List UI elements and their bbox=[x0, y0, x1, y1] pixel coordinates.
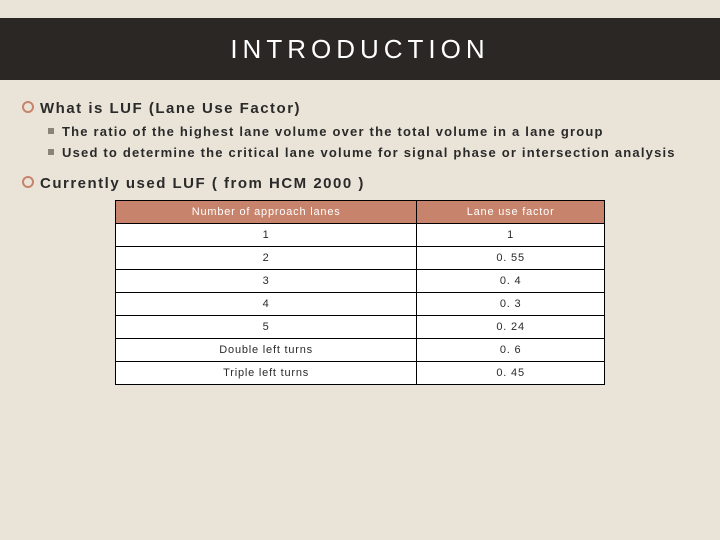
square-icon bbox=[48, 128, 54, 134]
table-row: 4 0. 3 bbox=[116, 292, 605, 315]
circle-icon bbox=[22, 101, 34, 113]
bullet-1-text: Currently used LUF ( from HCM 2000 ) bbox=[40, 175, 365, 192]
table-cell: 0. 55 bbox=[417, 246, 605, 269]
table-row: Triple left turns 0. 45 bbox=[116, 361, 605, 384]
table-row: 2 0. 55 bbox=[116, 246, 605, 269]
sub-bullet-text: The ratio of the highest lane volume ove… bbox=[62, 124, 604, 139]
circle-icon bbox=[22, 176, 34, 188]
slide-title: INTRODUCTION bbox=[230, 34, 489, 65]
table-cell: 1 bbox=[116, 223, 417, 246]
table-row: 1 1 bbox=[116, 223, 605, 246]
table-cell: 0. 3 bbox=[417, 292, 605, 315]
table-header-cell: Lane use factor bbox=[417, 200, 605, 223]
table-header-row: Number of approach lanes Lane use factor bbox=[116, 200, 605, 223]
title-band: INTRODUCTION bbox=[0, 18, 720, 80]
square-icon bbox=[48, 149, 54, 155]
table-row: Double left turns 0. 6 bbox=[116, 338, 605, 361]
table-cell: 0. 45 bbox=[417, 361, 605, 384]
bullet-0-children: The ratio of the highest lane volume ove… bbox=[48, 123, 698, 163]
sub-bullet: The ratio of the highest lane volume ove… bbox=[48, 123, 698, 142]
table-cell: 1 bbox=[417, 223, 605, 246]
bullet-1: Currently used LUF ( from HCM 2000 ) bbox=[22, 175, 698, 192]
table-cell: 0. 24 bbox=[417, 315, 605, 338]
table-cell: Triple left turns bbox=[116, 361, 417, 384]
table-cell: 0. 4 bbox=[417, 269, 605, 292]
slide-content: What is LUF (Lane Use Factor) The ratio … bbox=[22, 100, 698, 385]
table-cell: Double left turns bbox=[116, 338, 417, 361]
table-cell: 5 bbox=[116, 315, 417, 338]
table-cell: 3 bbox=[116, 269, 417, 292]
sub-bullet: Used to determine the critical lane volu… bbox=[48, 144, 698, 163]
table-cell: 0. 6 bbox=[417, 338, 605, 361]
table-cell: 2 bbox=[116, 246, 417, 269]
bullet-0-text: What is LUF (Lane Use Factor) bbox=[40, 100, 301, 117]
table-cell: 4 bbox=[116, 292, 417, 315]
table-header-cell: Number of approach lanes bbox=[116, 200, 417, 223]
bullet-0: What is LUF (Lane Use Factor) bbox=[22, 100, 698, 117]
table-row: 5 0. 24 bbox=[116, 315, 605, 338]
sub-bullet-text: Used to determine the critical lane volu… bbox=[62, 145, 676, 160]
table-row: 3 0. 4 bbox=[116, 269, 605, 292]
luf-table: Number of approach lanes Lane use factor… bbox=[115, 200, 605, 385]
